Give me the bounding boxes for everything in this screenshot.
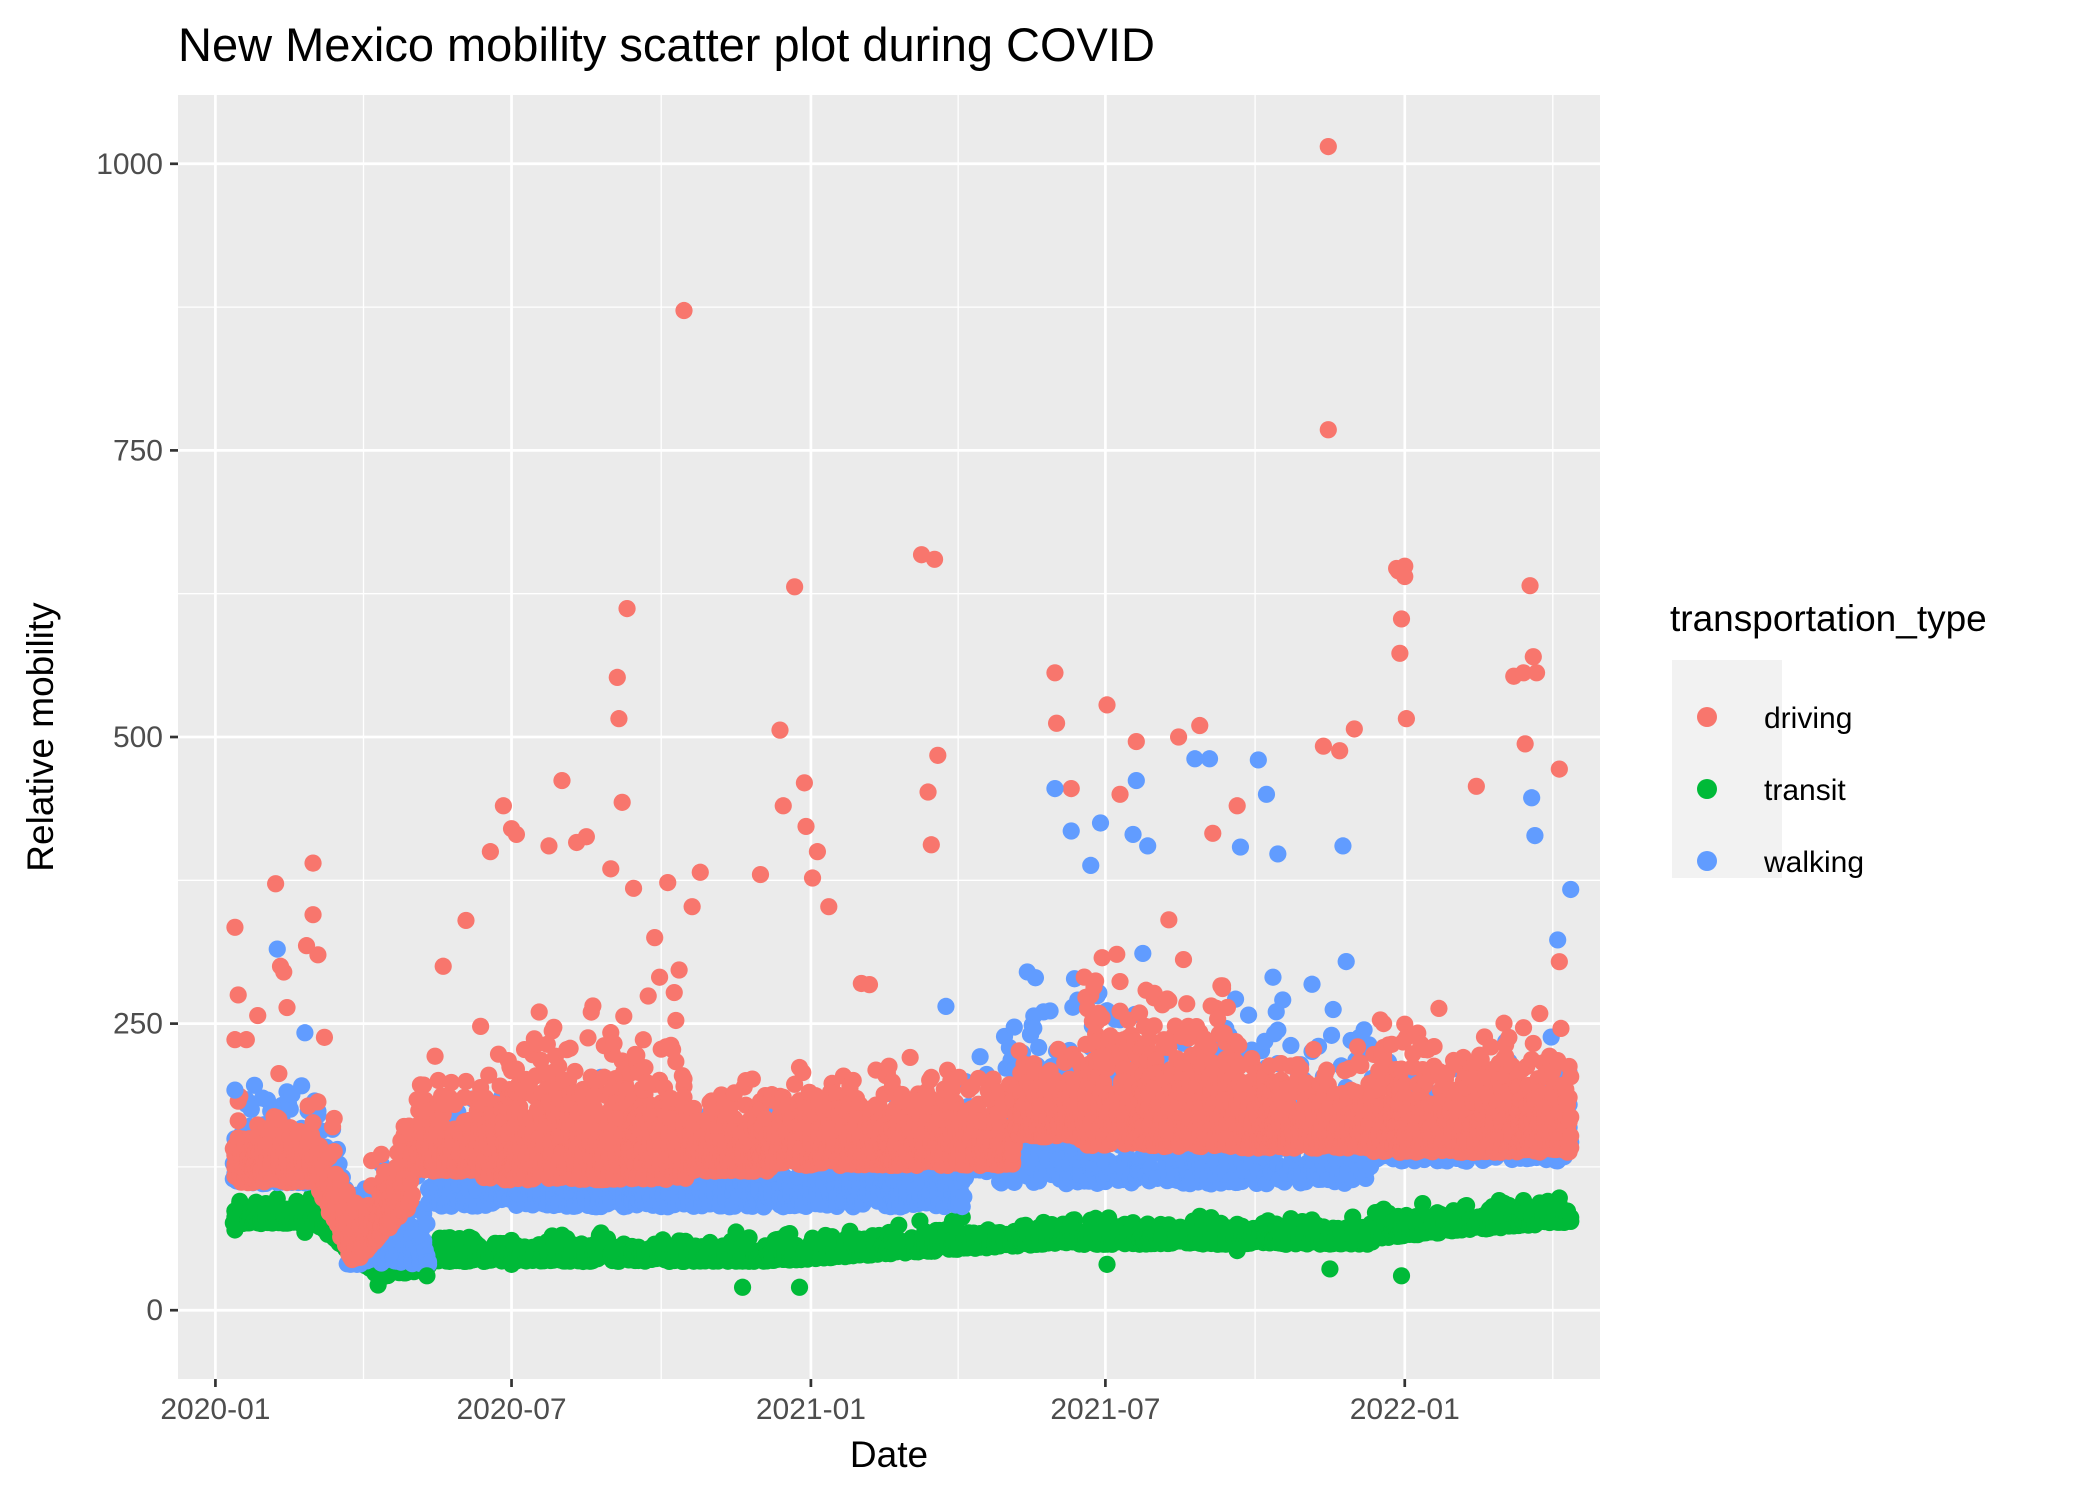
chart-title: New Mexico mobility scatter plot during … [178, 18, 1155, 71]
walking-point [1006, 1018, 1023, 1035]
walking-point [1338, 953, 1355, 970]
walking-point [1027, 969, 1044, 986]
walking-point [1355, 1021, 1372, 1038]
walking-point [1269, 1022, 1286, 1039]
walking-point [1025, 1020, 1042, 1037]
walking-point [1282, 1037, 1299, 1054]
walking-point [1325, 1001, 1342, 1018]
walking-point [1041, 1002, 1058, 1019]
walking-point [1303, 976, 1320, 993]
walking-point [1134, 945, 1151, 962]
walking-point [293, 1077, 310, 1094]
walking-point [1030, 1039, 1047, 1056]
walking-point [954, 1198, 971, 1215]
transit-point [1562, 1212, 1579, 1229]
driving-point [230, 1112, 247, 1129]
walking-point [1264, 969, 1281, 986]
walking-point [1274, 991, 1291, 1008]
walking-point [418, 1215, 435, 1232]
walking-point [972, 1048, 989, 1065]
walking-point [1323, 1027, 1340, 1044]
transit-point [890, 1217, 907, 1234]
walking-point [1240, 1006, 1257, 1023]
